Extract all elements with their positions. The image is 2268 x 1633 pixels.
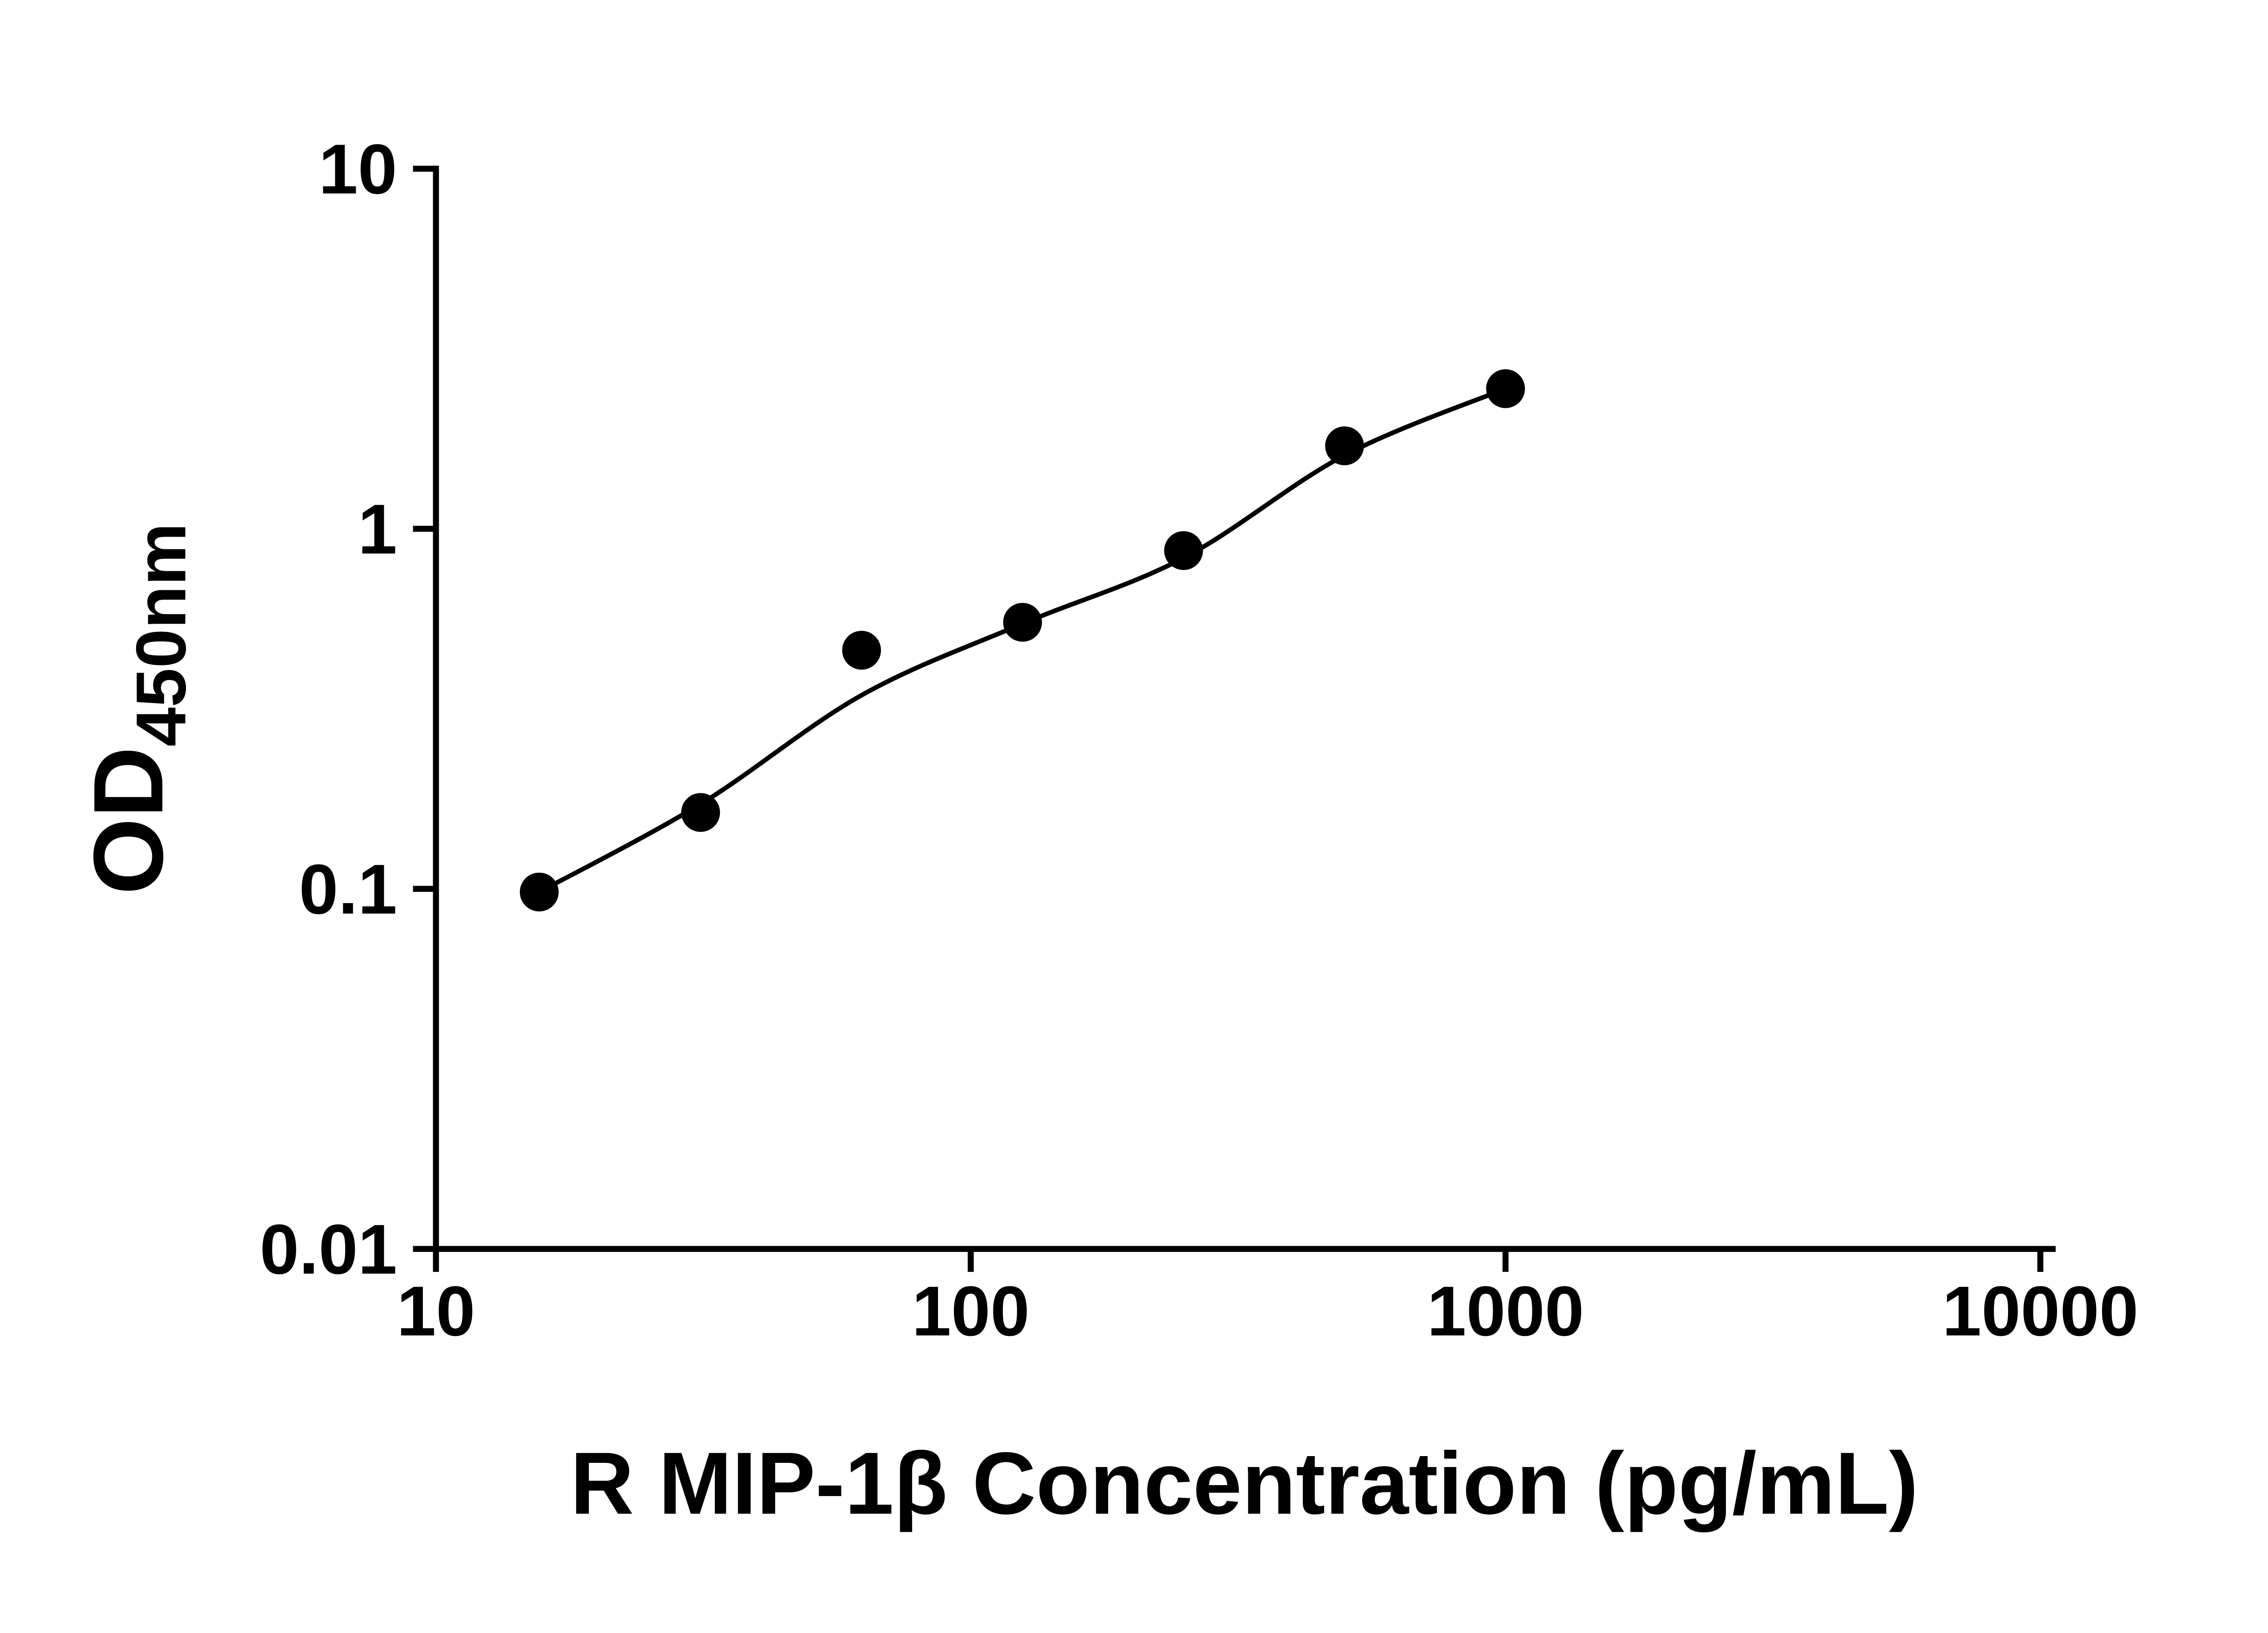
x-axis-tick-label: 10 xyxy=(397,1271,475,1350)
y-axis-tick-label: 0.1 xyxy=(299,850,397,929)
y-axis-tick-label: 1 xyxy=(358,489,397,568)
y-axis-tick-label: 0.01 xyxy=(260,1210,397,1289)
x-axis-title: R MIP-1β Concentration (pg/mL) xyxy=(570,1434,1918,1533)
data-point xyxy=(1486,369,1525,408)
y-axis-tick-label: 10 xyxy=(318,129,397,208)
data-point xyxy=(842,631,881,670)
x-axis-tick-label: 10000 xyxy=(1942,1271,2139,1350)
y-axis-title-main: OD xyxy=(73,747,184,895)
data-point xyxy=(681,793,720,832)
data-point xyxy=(519,872,559,912)
data-point xyxy=(1325,426,1364,465)
x-axis-tick-label: 100 xyxy=(912,1271,1030,1350)
x-axis-tick-label: 1000 xyxy=(1427,1271,1584,1350)
y-axis-title-subscript: 450nm xyxy=(122,523,200,747)
data-point xyxy=(1164,531,1203,570)
y-axis-title: OD450nm xyxy=(73,523,200,895)
data-point xyxy=(1003,603,1042,642)
plot-area: 10 100 1000 10000 0.01 0.1 1 10 xyxy=(260,129,2139,1350)
